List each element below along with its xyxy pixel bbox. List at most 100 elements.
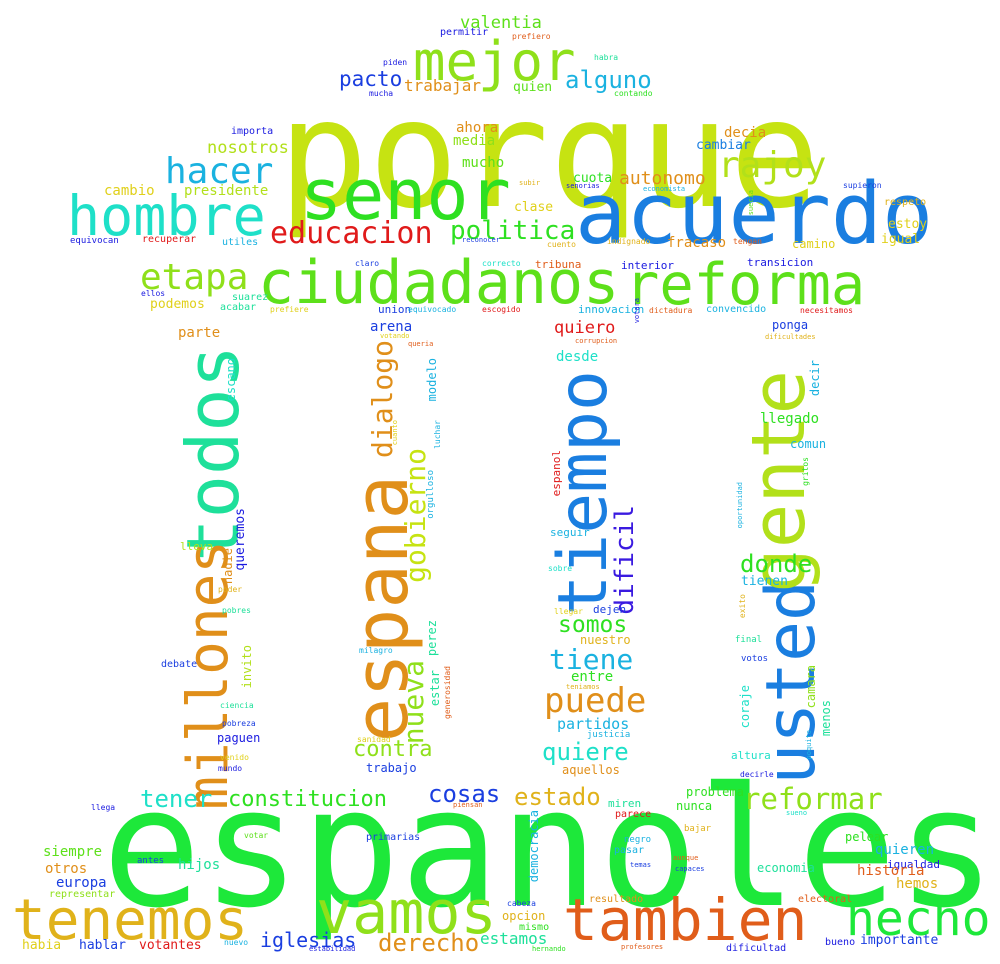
word-nosotros: nosotros (207, 138, 289, 158)
word-valentia: valentia (460, 13, 542, 33)
word-escano: escano (224, 358, 238, 402)
word-mucho: mucho (462, 155, 505, 171)
word-habia: habia (22, 938, 62, 953)
word-nunca: nunca (676, 799, 713, 813)
word-problema: problema (686, 785, 744, 799)
word-justicia: justicia (587, 730, 631, 740)
word-claro: claro (355, 259, 380, 268)
word-tribuna: tribuna (535, 258, 582, 271)
word-poquito: poquito (805, 730, 813, 760)
word-milagro: milagro (359, 646, 393, 655)
word-votos: votos (741, 654, 769, 664)
word-negro: negro (624, 835, 652, 845)
word-contando: contando (614, 89, 653, 98)
word-parte: parte (178, 325, 221, 341)
word-antes: antes (137, 856, 165, 866)
word-opcion: opcion (502, 909, 546, 923)
word-contra: contra (353, 737, 433, 762)
word-quieren: quieren (875, 842, 935, 858)
word-igualdad: igualdad (887, 858, 940, 871)
word-cambio: cambio (104, 183, 155, 199)
word-nadie: nadie (221, 548, 235, 585)
word-orgulloso: orgulloso (426, 470, 436, 519)
word-capaces: capaces (675, 865, 705, 873)
word-hablar: hablar (79, 938, 126, 953)
word-ahora: ahora (456, 120, 499, 136)
word-estado: estado (514, 783, 601, 811)
word-interior: interior (621, 259, 674, 272)
word-poder: poder (218, 585, 243, 594)
word-comun: comun (790, 437, 827, 451)
word-economista: economista (643, 185, 686, 193)
word-escogido: escogido (482, 305, 521, 314)
word-votara: votara (633, 298, 641, 324)
word-primarias: primarias (366, 832, 421, 843)
word-prefiero: prefiero (512, 32, 551, 41)
word-puede: puede (544, 681, 647, 721)
word-respeto: respeto (884, 197, 927, 208)
word-trabajar: trabajar (404, 76, 482, 95)
word-suarez: suarez (232, 292, 269, 303)
word-mismo: mismo (519, 922, 550, 933)
word-media: media (453, 133, 496, 149)
word-quiere: quiere (542, 738, 629, 766)
word-camino: camino (792, 237, 836, 251)
word-decir: decir (808, 360, 822, 397)
word-utiles: utiles (222, 237, 259, 248)
word-pacto: pacto (339, 67, 403, 91)
word-quien: quien (513, 80, 553, 95)
word-desde: desde (556, 349, 599, 365)
word-sobre: sobre (548, 564, 573, 573)
word-camara: camara (804, 665, 818, 709)
word-somos: somos (558, 612, 628, 638)
word-llegar: llegar (554, 607, 583, 616)
word-hernando: hernando (532, 945, 566, 953)
word-necesitamos: necesitamos (800, 306, 853, 315)
word-hecho: hecho (846, 891, 991, 947)
word-bajar: bajar (684, 824, 712, 834)
word-partidos: partidos (557, 715, 630, 733)
word-resultado: resultado (589, 894, 644, 905)
word-reformar: reformar (743, 782, 883, 816)
word-derecho: derecho (378, 929, 480, 957)
word-sueno: sueno (786, 809, 808, 817)
word-electoral: electoral (798, 894, 853, 905)
word-alguno: alguno (565, 66, 652, 94)
word-senorias: senorias (566, 182, 600, 190)
word-parece: parece (615, 809, 652, 820)
word-cuento: cuento (547, 240, 576, 249)
word-queremos: queremos (233, 508, 248, 571)
word-acuerdo: acuerdo (575, 165, 934, 264)
word-aunque: aunque (673, 854, 699, 862)
word-democracia: democracia (527, 810, 541, 883)
word-constitucion: constitucion (228, 787, 387, 812)
word-tambien: tambien (563, 886, 808, 954)
word-tienen: tienen (741, 574, 788, 589)
word-dificil: dificil (610, 505, 640, 615)
word-votando: votando (380, 332, 410, 340)
word-luchar: luchar (433, 420, 442, 449)
word-importa: importa (231, 126, 274, 137)
word-politica: politica (450, 216, 576, 246)
word-arena: arena (370, 319, 413, 335)
word-piden: piden (383, 58, 408, 67)
word-dejen: dejen (593, 603, 627, 616)
word-porque: porque (278, 68, 820, 242)
word-ponga: ponga (772, 318, 809, 332)
word-oportunidad: oportunidad (736, 482, 744, 529)
word-iglesias: iglesias (260, 928, 357, 952)
word-perez: perez (425, 620, 439, 657)
word-suecia: suecia (747, 190, 755, 216)
word-exito: exito (738, 594, 747, 619)
word-equivocan: equivocan (70, 236, 119, 246)
word-pobreza: pobreza (222, 719, 256, 728)
word-importante: importante (860, 933, 939, 948)
word-podemos: podemos (150, 297, 205, 312)
word-estoy: estoy (888, 217, 928, 232)
word-rajoy: rajoy (718, 145, 827, 186)
word-estar: estar (428, 670, 442, 707)
word-cabeza: cabeza (507, 899, 536, 908)
word-llegado: llegado (760, 411, 820, 427)
word-mejor: mejor (413, 30, 576, 93)
